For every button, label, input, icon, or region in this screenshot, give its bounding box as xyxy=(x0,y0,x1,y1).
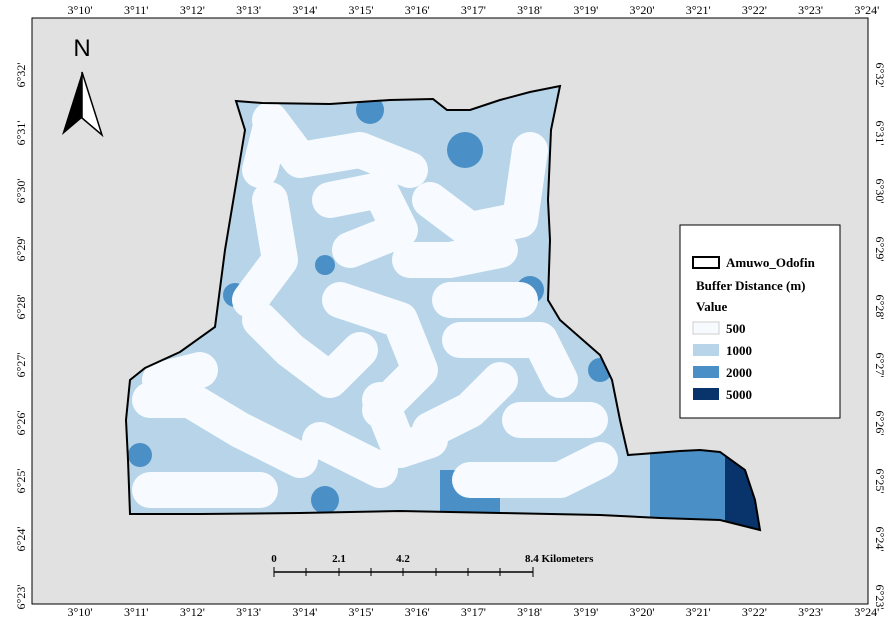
longitude-label: 3°19' xyxy=(573,3,598,17)
north-arrow-right xyxy=(81,71,104,138)
north-label: N xyxy=(73,35,90,62)
longitude-label: 3°10' xyxy=(68,3,93,17)
scale-ticks xyxy=(273,567,534,577)
longitude-label: 3°12' xyxy=(180,3,205,17)
longitude-label: 3°15' xyxy=(349,605,374,619)
latitude-label: 6°24' xyxy=(14,527,28,552)
longitude-label: 3°22' xyxy=(742,605,767,619)
longitude-label: 3°13' xyxy=(236,605,261,619)
scale-label: 4.2 xyxy=(396,553,410,565)
legend-class-label: 2000 xyxy=(726,365,752,380)
longitude-label: 3°14' xyxy=(292,605,317,619)
latitude-label: 6°27' xyxy=(14,353,28,378)
latitude-label: 6°23' xyxy=(873,585,887,610)
latitude-label: 6°32' xyxy=(14,63,28,88)
legend-subtitle: Value xyxy=(696,299,728,314)
longitude-label: 3°20' xyxy=(630,605,655,619)
latitude-label: 6°31' xyxy=(14,121,28,146)
longitude-label: 3°21' xyxy=(686,605,711,619)
longitude-label: 3°12' xyxy=(180,605,205,619)
legend-swatch xyxy=(693,388,719,400)
longitude-label: 3°23' xyxy=(798,3,823,17)
longitude-label: 3°10' xyxy=(68,605,93,619)
longitude-label: 3°15' xyxy=(349,3,374,17)
legend-boundary-label: Amuwo_Odofin xyxy=(726,255,816,270)
longitude-label: 3°16' xyxy=(405,3,430,17)
legend-class-label: 1000 xyxy=(726,343,752,358)
legend-swatch xyxy=(693,344,719,356)
latitude-label: 6°32' xyxy=(873,63,887,88)
buffer-2000 xyxy=(128,96,730,530)
legend-swatch xyxy=(693,366,719,378)
longitude-label: 3°17' xyxy=(461,605,486,619)
buffer-500 xyxy=(132,102,618,508)
longitude-label: 3°24' xyxy=(854,605,879,619)
latitude-label: 6°31' xyxy=(873,121,887,146)
longitude-label: 3°24' xyxy=(854,3,879,17)
longitude-label: 3°19' xyxy=(573,605,598,619)
longitude-label: 3°11' xyxy=(124,605,149,619)
scale-label: 2.1 xyxy=(332,553,346,565)
scale-bar: 0 2.1 4.2 8.4 Kilometers xyxy=(271,553,594,577)
legend-title: Buffer Distance (m) xyxy=(696,278,806,293)
legend-class-label: 500 xyxy=(726,321,746,336)
latitude-label: 6°27' xyxy=(873,353,887,378)
latitude-label: 6°23' xyxy=(14,585,28,610)
latitude-label: 6°24' xyxy=(873,527,887,552)
latitude-label: 6°28' xyxy=(14,295,28,320)
latitude-labels: 6°32' 6°32' 6°31' 6°31' 6°30' 6°30' 6°29' 6°29'… xyxy=(14,63,887,610)
latitude-label: 6°25' xyxy=(14,469,28,494)
legend: Amuwo_Odofin Buffer Distance (m) Value 5… xyxy=(679,224,841,419)
longitude-label: 3°16' xyxy=(405,605,430,619)
latitude-label: 6°30' xyxy=(873,179,887,204)
latitude-label: 6°29' xyxy=(873,237,887,262)
latitude-label: 6°30' xyxy=(14,179,28,204)
latitude-label: 6°25' xyxy=(873,469,887,494)
north-arrow-left xyxy=(62,72,82,135)
longitude-label: 3°23' xyxy=(798,605,823,619)
longitude-label: 3°14' xyxy=(292,3,317,17)
legend-boundary-swatch xyxy=(692,256,720,269)
longitude-label: 3°20' xyxy=(630,3,655,17)
longitude-label: 3°11' xyxy=(124,3,149,17)
longitude-label: 3°22' xyxy=(742,3,767,17)
longitude-label: 3°13' xyxy=(236,3,261,17)
longitude-label: 3°17' xyxy=(461,3,486,17)
latitude-label: 6°28' xyxy=(873,295,887,320)
scale-label: 0 xyxy=(271,553,277,565)
latitude-label: 6°26' xyxy=(14,411,28,436)
longitude-labels: 3°10' 3°10' 3°11' 3°11' 3°12' 3°12' 3°13' 3°13'… xyxy=(68,3,880,619)
scale-label: 8.4 Kilometers xyxy=(525,553,594,565)
latitude-label: 6°26' xyxy=(873,411,887,436)
longitude-label: 3°18' xyxy=(517,605,542,619)
longitude-label: 3°21' xyxy=(686,3,711,17)
latitude-label: 6°29' xyxy=(14,237,28,262)
legend-class-label: 5000 xyxy=(726,387,752,402)
longitude-label: 3°18' xyxy=(517,3,542,17)
legend-swatch xyxy=(692,321,720,335)
north-arrow: N xyxy=(62,35,104,138)
